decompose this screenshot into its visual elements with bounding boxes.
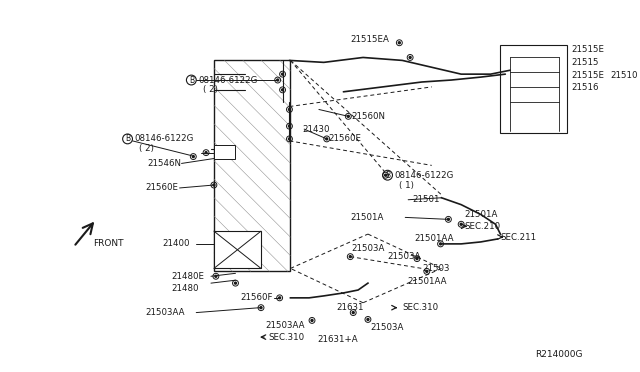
Circle shape xyxy=(282,73,284,75)
Circle shape xyxy=(416,258,418,260)
Text: 21503A: 21503A xyxy=(370,323,403,332)
Circle shape xyxy=(278,297,280,299)
Text: 21480E: 21480E xyxy=(172,272,205,281)
Bar xyxy=(214,60,291,271)
Text: R214000G: R214000G xyxy=(535,350,582,359)
Text: SEC.211: SEC.211 xyxy=(500,232,536,241)
Text: 21515E: 21515E xyxy=(571,45,604,54)
Circle shape xyxy=(282,89,284,91)
Text: SEC.310: SEC.310 xyxy=(403,303,438,312)
Circle shape xyxy=(383,170,392,180)
Circle shape xyxy=(123,134,132,144)
Circle shape xyxy=(398,42,401,44)
Circle shape xyxy=(367,318,369,320)
Text: 21501: 21501 xyxy=(412,195,440,204)
Text: 21400: 21400 xyxy=(162,240,189,248)
Bar xyxy=(214,231,261,269)
Text: 21503AA: 21503AA xyxy=(145,308,185,317)
Circle shape xyxy=(349,256,351,258)
Circle shape xyxy=(215,275,217,277)
Text: 21480: 21480 xyxy=(172,283,199,292)
Text: 08146-6122G: 08146-6122G xyxy=(198,76,257,84)
Text: SEC.210: SEC.210 xyxy=(464,222,500,231)
Circle shape xyxy=(447,218,449,220)
Circle shape xyxy=(352,312,354,314)
Text: ( 2): ( 2) xyxy=(203,85,218,94)
Text: 21515: 21515 xyxy=(571,58,598,67)
Text: 21560E: 21560E xyxy=(145,183,178,192)
Circle shape xyxy=(311,320,313,321)
Circle shape xyxy=(426,270,428,272)
Bar xyxy=(214,145,236,158)
Text: 21430: 21430 xyxy=(302,125,330,134)
Circle shape xyxy=(205,152,207,154)
Text: 21501AA: 21501AA xyxy=(414,234,454,244)
Text: ( 1): ( 1) xyxy=(399,180,414,189)
Text: B: B xyxy=(189,76,194,84)
Text: 21516: 21516 xyxy=(571,83,598,92)
Circle shape xyxy=(289,125,291,127)
Circle shape xyxy=(460,223,462,225)
Text: B: B xyxy=(125,134,130,143)
Circle shape xyxy=(276,79,278,81)
Circle shape xyxy=(326,138,328,140)
Circle shape xyxy=(385,174,387,176)
Circle shape xyxy=(186,75,196,85)
Text: 21515E: 21515E xyxy=(571,71,604,80)
Text: 21503: 21503 xyxy=(422,264,449,273)
Text: 21560E: 21560E xyxy=(329,134,362,143)
Circle shape xyxy=(192,155,195,158)
Text: 21503AA: 21503AA xyxy=(265,321,305,330)
Circle shape xyxy=(440,243,442,245)
Circle shape xyxy=(289,138,291,140)
Text: 21560N: 21560N xyxy=(351,112,385,121)
Circle shape xyxy=(409,57,411,58)
Circle shape xyxy=(213,184,215,186)
Text: 21560F: 21560F xyxy=(241,294,273,302)
Text: 08146-6122G: 08146-6122G xyxy=(134,134,194,143)
Text: 21631+A: 21631+A xyxy=(317,334,358,344)
Text: 21515EA: 21515EA xyxy=(350,35,389,44)
Text: 21503A: 21503A xyxy=(351,244,385,253)
Text: FRONT: FRONT xyxy=(93,240,124,248)
Text: 21503A: 21503A xyxy=(388,252,421,261)
Text: B: B xyxy=(385,171,390,180)
Text: 21501A: 21501A xyxy=(464,210,497,219)
Text: ( 2): ( 2) xyxy=(140,144,154,153)
Text: 08146-6122G: 08146-6122G xyxy=(394,171,454,180)
Text: 21501A: 21501A xyxy=(350,213,383,222)
Text: 21631: 21631 xyxy=(337,303,364,312)
Circle shape xyxy=(260,307,262,309)
Circle shape xyxy=(289,109,291,110)
Text: SEC.310: SEC.310 xyxy=(269,333,305,341)
Circle shape xyxy=(234,282,236,284)
Circle shape xyxy=(348,115,349,117)
Bar xyxy=(500,45,567,133)
Text: 21501AA: 21501AA xyxy=(407,277,447,286)
Text: 21510: 21510 xyxy=(611,71,638,80)
Text: 21546N: 21546N xyxy=(147,159,181,168)
